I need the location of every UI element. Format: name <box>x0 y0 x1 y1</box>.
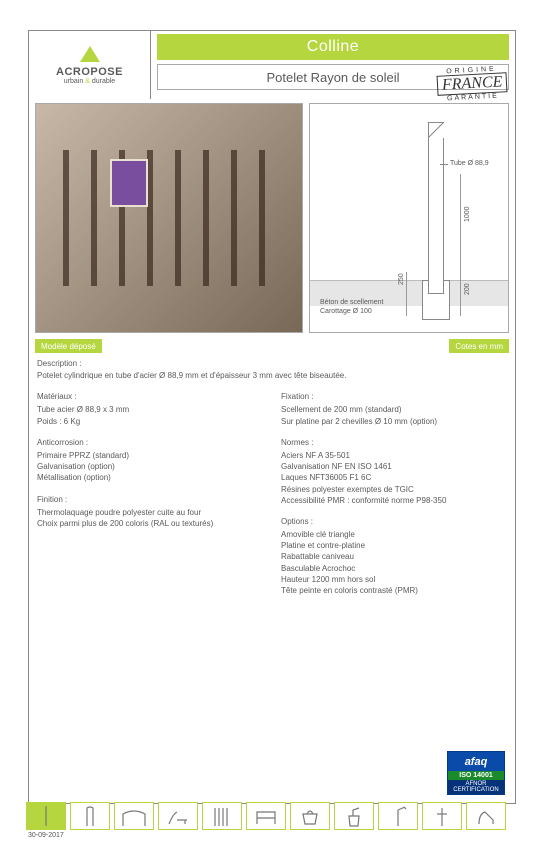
spec-line: Sur platine par 2 chevilles Ø 10 mm (opt… <box>281 416 507 427</box>
spec-line: Accessibilité PMR : conformité norme P98… <box>281 495 507 506</box>
strip-item-sign <box>422 802 462 830</box>
spec-section: Matériaux : Tube acier Ø 88,9 x 3 mmPoids… <box>37 391 263 427</box>
badge-units: Cotes en mm <box>449 339 509 353</box>
spec-line: Amovible clé triangle <box>281 529 507 540</box>
document-date: 30-09-2017 <box>28 832 64 839</box>
brand-tagline: urbain & durable <box>64 78 115 85</box>
content-frame: ACROPOSE urbain & durable Colline Potele… <box>28 30 516 804</box>
product-line-title: Colline <box>157 34 509 60</box>
right-column: Fixation : Scellement de 200 mm (standard… <box>281 391 507 606</box>
spec-heading: Options : <box>281 516 507 527</box>
strip-item-seat <box>466 802 506 830</box>
spec-line: Thermolaquage poudre polyester cuite au … <box>37 507 263 518</box>
dim-line-200 <box>460 280 461 316</box>
spec-heading: Anticorrosion : <box>37 437 263 448</box>
tagline-amp: & <box>85 78 90 85</box>
left-column: Matériaux : Tube acier Ø 88,9 x 3 mmPoids… <box>37 391 263 606</box>
label-concrete: Béton de scellement Carottage Ø 100 <box>320 299 383 316</box>
spec-section: Finition : Thermolaquage poudre polyester… <box>37 494 263 530</box>
spec-line: Rabattable caniveau <box>281 551 507 562</box>
spec-line: Aciers NF A 35-501 <box>281 450 507 461</box>
strip-item-planter <box>290 802 330 830</box>
triangle-icon <box>80 46 100 62</box>
spec-section: Anticorrosion : Primaire PPRZ (standard)G… <box>37 437 263 484</box>
image-row: Tube Ø 88,9 1000 200 250 Béton de scelle… <box>29 103 515 333</box>
concrete-line2: Carottage Ø 100 <box>320 308 383 316</box>
dim-1000: 1000 <box>464 206 471 222</box>
dim-line-250 <box>406 272 407 316</box>
dim-line-1000 <box>460 174 461 280</box>
spec-heading: Fixation : <box>281 391 507 402</box>
strip-item-barrier <box>202 802 242 830</box>
spec-line: Tube acier Ø 88,9 x 3 mm <box>37 404 263 415</box>
technical-diagram: Tube Ø 88,9 1000 200 250 Béton de scelle… <box>309 103 509 333</box>
strip-item-rack <box>246 802 286 830</box>
spec-heading: Finition : <box>37 494 263 505</box>
strip-item-bin <box>334 802 374 830</box>
spec-line: Poids : 6 Kg <box>37 416 263 427</box>
page: ACROPOSE urbain & durable Colline Potele… <box>0 0 544 842</box>
spec-line: Galvanisation NF EN ISO 1461 <box>281 461 507 472</box>
description-block: Description : Potelet cylindrique en tub… <box>29 353 515 381</box>
strip-item-bollard-active <box>26 802 66 830</box>
brand-name: ACROPOSE <box>56 66 123 78</box>
spec-line: Choix parmi plus de 200 coloris (RAL ou … <box>37 518 263 529</box>
description-text: Potelet cylindrique en tube d'acier Ø 88… <box>37 370 507 381</box>
dim-200: 200 <box>464 283 471 295</box>
tagline-part-a: urbain <box>64 78 83 85</box>
spec-heading: Matériaux : <box>37 391 263 402</box>
spec-line: Galvanisation (option) <box>37 461 263 472</box>
spec-line: Primaire PPRZ (standard) <box>37 450 263 461</box>
spec-section: Normes : Aciers NF A 35-501Galvanisation … <box>281 437 507 506</box>
spec-line: Métallisation (option) <box>37 472 263 483</box>
spec-heading: Normes : <box>281 437 507 448</box>
spec-line: Hauteur 1200 mm hors sol <box>281 574 507 585</box>
label-tube: Tube Ø 88,9 <box>450 160 489 167</box>
spec-line: Laques NFT36005 F1 6C <box>281 472 507 483</box>
origin-stamp: ORIGINE FRANCE GARANTIE <box>436 65 508 102</box>
spec-section: Fixation : Scellement de 200 mm (standard… <box>281 391 507 427</box>
strip-item-post <box>70 802 110 830</box>
spec-line: Scellement de 200 mm (standard) <box>281 404 507 415</box>
spec-line: Tête peinte en coloris contrasté (PMR) <box>281 585 507 596</box>
certification-badge: afaq ISO 14001 AFNOR CERTIFICATION <box>447 751 505 795</box>
brand-logo: ACROPOSE urbain & durable <box>29 31 151 99</box>
cert-standard: ISO 14001 <box>448 771 504 780</box>
cert-brand: afaq <box>448 752 504 771</box>
bollard-tube <box>428 122 444 294</box>
dim-250: 250 <box>398 273 405 285</box>
strip-item-light <box>378 802 418 830</box>
info-bar-row: Modèle déposé Cotes en mm <box>35 339 509 353</box>
concrete-line1: Béton de scellement <box>320 299 383 307</box>
strip-item-shelter <box>114 802 154 830</box>
strip-item-bench <box>158 802 198 830</box>
cert-issuer: AFNOR CERTIFICATION <box>448 780 504 794</box>
badge-model-registered: Modèle déposé <box>35 339 102 353</box>
spec-line: Résines polyester exemptes de TGIC <box>281 484 507 495</box>
spec-columns: Matériaux : Tube acier Ø 88,9 x 3 mmPoids… <box>29 381 515 606</box>
spec-line: Basculable Acrochoc <box>281 563 507 574</box>
spec-section: Options : Amovible clé trianglePlatine et… <box>281 516 507 596</box>
spec-line: Platine et contre-platine <box>281 540 507 551</box>
stamp-bot: GARANTIE <box>446 92 498 102</box>
product-strip <box>26 802 516 830</box>
tagline-part-b: durable <box>92 78 115 85</box>
product-photo <box>35 103 303 333</box>
description-heading: Description : <box>37 359 507 368</box>
